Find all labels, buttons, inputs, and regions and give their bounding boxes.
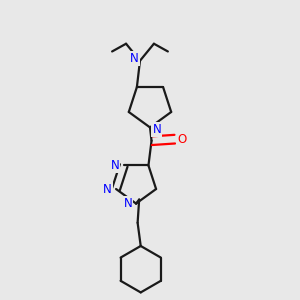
Text: N: N bbox=[111, 159, 119, 172]
Text: N: N bbox=[124, 197, 132, 210]
Text: O: O bbox=[177, 133, 186, 146]
Text: N: N bbox=[103, 182, 112, 196]
Text: N: N bbox=[152, 123, 161, 136]
Text: N: N bbox=[130, 52, 139, 65]
